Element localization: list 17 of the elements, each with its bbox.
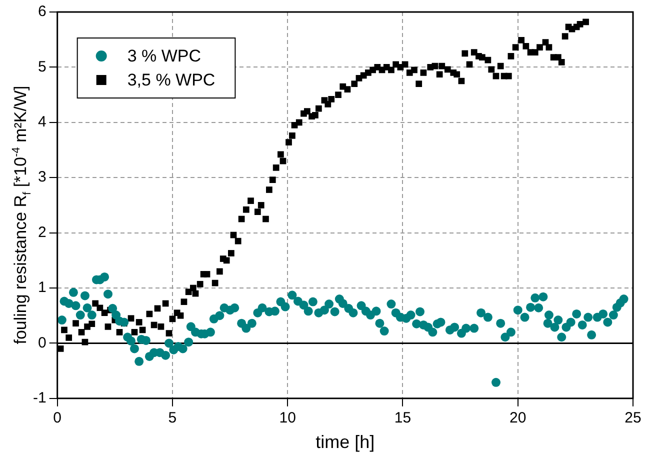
y-tick-label: 3	[38, 168, 46, 186]
y-tick-label: 0	[38, 334, 46, 352]
y-tick-label: 1	[38, 279, 46, 296]
x-tick-label: 20	[510, 410, 526, 427]
y-tick-label: 6	[38, 3, 46, 20]
x-tick-label: 0	[53, 410, 62, 427]
x-tick-label: 15	[394, 410, 412, 427]
x-tick-label: 10	[279, 410, 296, 427]
y-tick-label: 4	[38, 114, 46, 131]
y-tick-label: -1	[32, 390, 46, 407]
x-tick-label: 5	[168, 410, 177, 427]
legend-label: 3,5 % WPC	[127, 70, 216, 90]
y-tick-label: 2	[38, 224, 46, 241]
y-tick-label: 5	[38, 58, 46, 76]
x-tick-label: 25	[624, 410, 642, 427]
legend-label: 3 % WPC	[127, 46, 202, 66]
x-axis-title: time [h]	[316, 432, 375, 452]
